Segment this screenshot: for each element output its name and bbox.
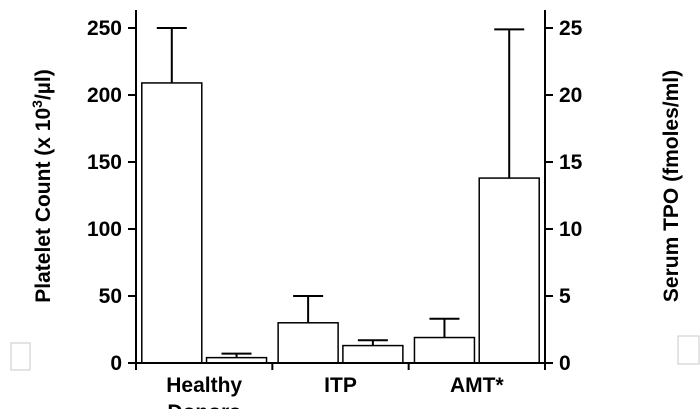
category-label: Donors <box>167 401 241 409</box>
left-tick-label: 200 <box>87 84 122 107</box>
left-tick-label: 150 <box>87 151 122 174</box>
category-label: ITP <box>324 374 357 397</box>
category-label: Healthy <box>166 374 242 397</box>
bar <box>478 177 540 364</box>
right-tick-label: 25 <box>559 17 583 40</box>
bar <box>277 322 339 364</box>
right-axis-title: Serum TPO (fmoles/ml) <box>660 70 683 302</box>
right-tick-label: 20 <box>559 84 582 107</box>
right-tick-label: 0 <box>559 352 571 375</box>
right-tick-label: 5 <box>559 285 571 308</box>
right-tick-label: 10 <box>559 218 582 241</box>
right-tick-label: 15 <box>559 151 583 174</box>
left-legend-swatch <box>10 342 31 371</box>
bar <box>141 82 203 364</box>
left-tick-label: 250 <box>87 17 122 40</box>
left-axis-title: Platelet Count (x 103/µl) <box>29 69 55 302</box>
bar <box>342 344 404 364</box>
left-tick-label: 50 <box>99 285 122 308</box>
bar <box>413 336 476 364</box>
right-legend-swatch <box>677 335 700 365</box>
left-tick-label: 0 <box>110 352 122 375</box>
left-tick-label: 100 <box>87 218 122 241</box>
category-label: AMT* <box>450 374 504 397</box>
